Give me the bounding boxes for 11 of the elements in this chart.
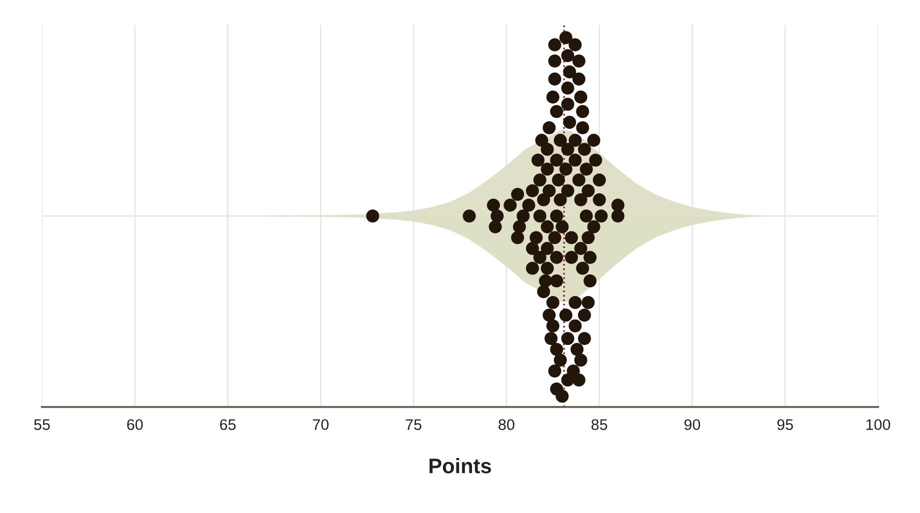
x-tick-label: 100 <box>866 419 890 430</box>
x-tick-label: 85 <box>592 419 608 430</box>
x-tick-label: 75 <box>406 419 422 430</box>
x-axis-title: Points <box>430 458 491 474</box>
x-tick-label: 65 <box>220 419 236 430</box>
x-tick-label: 95 <box>777 419 793 430</box>
x-tick-label: 90 <box>684 419 700 430</box>
x-tick-label: 60 <box>127 419 143 430</box>
x-tick-label: 70 <box>312 419 329 430</box>
x-tick-label: 80 <box>498 419 514 430</box>
x-tick-label: 55 <box>34 419 50 430</box>
